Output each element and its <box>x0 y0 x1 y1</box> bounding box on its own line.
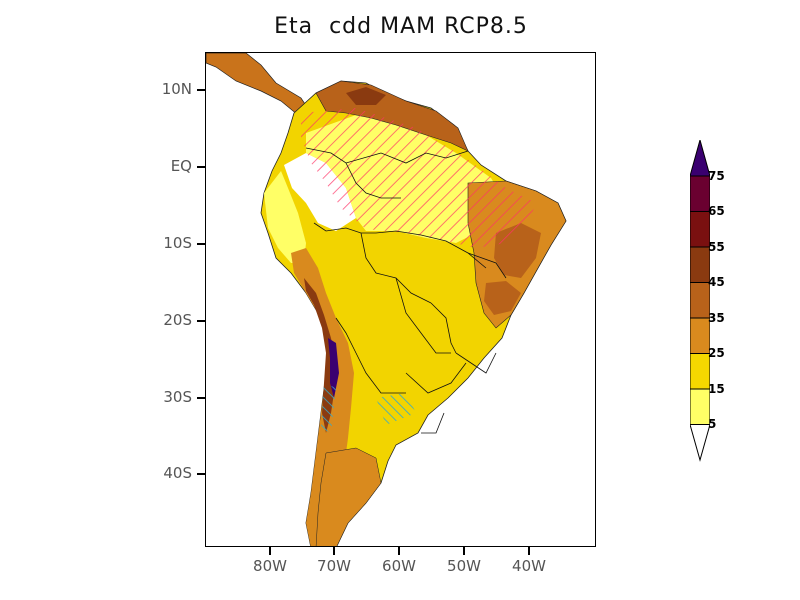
colorbar-label: 65 <box>708 204 725 218</box>
x-tick <box>528 547 530 555</box>
colorbar-label: 5 <box>708 417 717 431</box>
colorbar-bin <box>690 282 710 319</box>
y-tick <box>197 166 205 168</box>
colorbar-overflow-arrow <box>690 140 710 177</box>
x-tick <box>463 547 465 555</box>
patagonia-orange <box>315 447 382 546</box>
colorbar-label: 75 <box>708 169 725 183</box>
x-label-40w: 40W <box>512 557 546 575</box>
colorbar-bin <box>690 353 710 390</box>
x-label-80w: 80W <box>253 557 287 575</box>
central-america-land <box>206 53 312 116</box>
significance-hatch-positive <box>301 108 536 248</box>
coast-yellow-band <box>264 171 306 263</box>
y-tick <box>197 89 205 91</box>
x-label-50w: 50W <box>447 557 481 575</box>
y-tick <box>197 320 205 322</box>
significance-hatch-negative-1 <box>321 383 336 433</box>
colorbar-label: 55 <box>708 240 725 254</box>
colorbar-label: 25 <box>708 346 725 360</box>
x-label-60w: 60W <box>382 557 416 575</box>
colorbar-bin <box>690 388 710 425</box>
y-label-40s: 40S <box>163 464 192 482</box>
map-panel <box>205 52 596 547</box>
y-label-eq: EQ <box>170 157 192 175</box>
x-label-70w: 70W <box>317 557 351 575</box>
y-tick <box>197 243 205 245</box>
colorbar-label: 45 <box>708 275 725 289</box>
y-tick <box>197 473 205 475</box>
southeast-brown <box>484 281 521 315</box>
colorbar-label: 35 <box>708 311 725 325</box>
map-title: Eta cdd MAM RCP8.5 <box>274 14 528 39</box>
colorbar-bin <box>690 211 710 248</box>
colorbar-label: 15 <box>708 382 725 396</box>
colorbar-underflow-arrow <box>690 424 710 462</box>
map-canvas <box>206 53 567 546</box>
y-tick <box>197 397 205 399</box>
y-label-20s: 20S <box>163 311 192 329</box>
y-label-10s: 10S <box>163 234 192 252</box>
x-tick <box>398 547 400 555</box>
y-label-30s: 30S <box>163 388 192 406</box>
colorbar-legend: 75 65 55 45 35 25 15 5 <box>690 140 770 465</box>
north-coast-dark <box>346 87 386 105</box>
colorbar-svg <box>690 140 710 462</box>
country-borders <box>305 147 507 434</box>
low-cdd-region <box>284 153 356 231</box>
colorbar-bin <box>690 175 710 212</box>
y-label-10n: 10N <box>161 80 192 98</box>
colorbar-bin <box>690 246 710 283</box>
x-tick <box>269 547 271 555</box>
x-tick <box>333 547 335 555</box>
colorbar-bin <box>690 317 710 354</box>
significance-hatch-negative-2 <box>376 393 416 425</box>
atacama-purple <box>328 338 339 398</box>
